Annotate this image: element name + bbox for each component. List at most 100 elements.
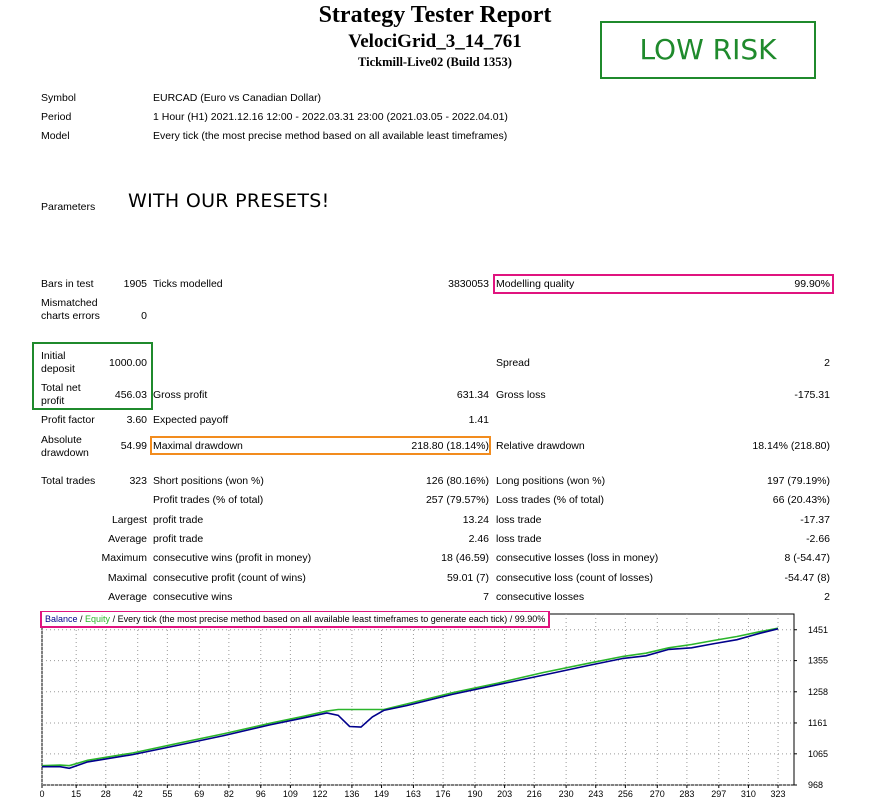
- report-subtitle: VelociGrid_3_14_761: [348, 31, 522, 52]
- largest-profit-trade-value: 13.24: [462, 514, 489, 526]
- largest-loss-trade-value: -17.37: [800, 514, 830, 526]
- max-consecutive-loss-label: consecutive loss (count of losses): [496, 572, 653, 584]
- period-label: Period: [41, 111, 72, 123]
- model-label: Model: [41, 130, 70, 142]
- avg-consecutive-wins-value: 7: [483, 591, 489, 603]
- max-consecutive-profit-value: 59.01 (7): [446, 572, 489, 584]
- x-tick-label: 323: [771, 789, 786, 799]
- largest-label: Largest: [111, 514, 147, 526]
- total-trades-label: Total trades: [41, 475, 96, 487]
- chart-grid: [41, 614, 794, 786]
- spread-value: 2: [824, 357, 830, 369]
- equity-line: [41, 627, 779, 767]
- spread-label: Spread: [496, 357, 530, 369]
- maximum-label: Maximum: [101, 552, 147, 564]
- x-tick-label: 0: [40, 789, 45, 799]
- short-positions-label: Short positions (won %): [153, 475, 264, 487]
- average-label: Average: [108, 533, 147, 545]
- x-tick-label: 310: [741, 789, 756, 799]
- gross-profit-value: 631.34: [456, 389, 489, 401]
- x-tick-label: 96: [256, 789, 266, 799]
- parameters-label: Parameters: [41, 201, 96, 213]
- y-tick-label: 1355: [808, 656, 828, 666]
- modelling-quality-label: Modelling quality: [496, 278, 575, 290]
- profit-trades-value: 257 (79.57%): [425, 494, 489, 506]
- max-consecutive-losses-value: 8 (-54.47): [784, 552, 830, 564]
- bars-value: 1905: [123, 278, 147, 290]
- chart-y-ticks: 1451 1355 1258 1161 1065 968: [794, 625, 828, 790]
- y-tick-label: 1258: [808, 687, 828, 697]
- x-tick-label: 256: [618, 789, 633, 799]
- x-tick-label: 216: [527, 789, 542, 799]
- legend-description: / Every tick (the most precise method ba…: [110, 614, 545, 624]
- loss-trades-label: Loss trades (% of total): [496, 494, 604, 506]
- x-tick-label: 203: [497, 789, 512, 799]
- y-tick-label: 968: [808, 780, 823, 790]
- x-tick-label: 69: [194, 789, 204, 799]
- expected-payoff-value: 1.41: [468, 414, 489, 426]
- net-profit-value: 456.03: [114, 389, 147, 401]
- ticks-label: Ticks modelled: [153, 278, 223, 290]
- profit-factor-label: Profit factor: [41, 414, 95, 426]
- modelling-quality-box: [493, 274, 834, 294]
- max-consecutive-loss-value: -54.47 (8): [784, 572, 830, 584]
- relative-drawdown-label: Relative drawdown: [496, 440, 585, 452]
- deposit-profit-box: [32, 342, 153, 410]
- y-tick-label: 1451: [808, 625, 828, 635]
- y-tick-label: 1161: [808, 718, 827, 728]
- x-tick-label: 55: [162, 789, 172, 799]
- symbol-label: Symbol: [41, 92, 77, 104]
- absolute-drawdown-value: 54.99: [120, 440, 147, 452]
- total-trades-value: 323: [129, 475, 147, 487]
- avg-consecutive-wins-label: consecutive wins: [153, 591, 233, 603]
- x-tick-label: 122: [312, 789, 327, 799]
- maximal-label: Maximal: [107, 572, 147, 584]
- gross-loss-label: Gross loss: [496, 389, 546, 401]
- x-tick-label: 297: [711, 789, 726, 799]
- profit-factor-value: 3.60: [126, 414, 147, 426]
- modelling-quality-value: 99.90%: [794, 278, 830, 290]
- gross-profit-label: Gross profit: [153, 389, 208, 401]
- chart-x-ticks: 0 15 28 42 55 69 82 96 109 122 136 149 163 176 190 203 2…: [39, 785, 786, 799]
- balance-chart: 0 15 28 42 55 69 82 96 109 122 136 149 163 176 190 203 2…: [39, 610, 884, 800]
- x-tick-label: 42: [133, 789, 143, 799]
- x-tick-label: 270: [650, 789, 665, 799]
- average-profit-trade-value: 2.46: [468, 533, 489, 545]
- maximal-drawdown-label: Maximal drawdown: [153, 440, 243, 452]
- bars-label: Bars in test: [41, 278, 94, 290]
- average-loss-trade-label: loss trade: [496, 533, 542, 545]
- low-risk-box: [600, 21, 816, 79]
- x-tick-label: 28: [101, 789, 111, 799]
- presets-annotation: WITH OUR PRESETS!: [128, 190, 330, 212]
- max-consecutive-wins-label: consecutive wins (profit in money): [153, 552, 312, 564]
- x-tick-label: 243: [588, 789, 603, 799]
- mismatch-label: Mismatched charts errors: [41, 297, 100, 322]
- legend-equity: Equity: [85, 614, 111, 624]
- y-tick-label: 1065: [808, 749, 828, 759]
- expected-payoff-label: Expected payoff: [153, 414, 229, 426]
- legend-separator: /: [78, 614, 86, 624]
- x-tick-label: 190: [467, 789, 482, 799]
- x-tick-label: 176: [436, 789, 451, 799]
- short-positions-value: 126 (80.16%): [425, 475, 489, 487]
- average-profit-trade-label: profit trade: [153, 533, 204, 545]
- max-consecutive-losses-label: consecutive losses (loss in money): [496, 552, 659, 564]
- low-risk-label: LOW RISK: [639, 33, 777, 66]
- maximal-drawdown-box: [150, 436, 491, 455]
- net-profit-label: Total net profit: [41, 382, 81, 407]
- chart-plot-border: [41, 613, 795, 786]
- x-tick-label: 149: [374, 789, 389, 799]
- balance-chart-svg: 0 15 28 42 55 69 82 96 109 122 136 149 163 176 190 203 2…: [39, 610, 828, 799]
- avg-consecutive-losses-label: consecutive losses: [496, 591, 585, 603]
- average-loss-trade-value: -2.66: [806, 533, 830, 545]
- max-consecutive-profit-label: consecutive profit (count of wins): [153, 572, 306, 584]
- long-positions-value: 197 (79.19%): [766, 475, 830, 487]
- absolute-drawdown-label: Absolute drawdown: [41, 434, 89, 459]
- maximal-drawdown-value: 218.80 (18.14%): [411, 440, 489, 452]
- x-tick-label: 15: [71, 789, 81, 799]
- x-tick-label: 136: [344, 789, 359, 799]
- x-tick-label: 230: [559, 789, 574, 799]
- ticks-value: 3830053: [448, 278, 489, 290]
- model-value: Every tick (the most precise method base…: [153, 130, 508, 142]
- legend-balance: Balance: [45, 614, 78, 624]
